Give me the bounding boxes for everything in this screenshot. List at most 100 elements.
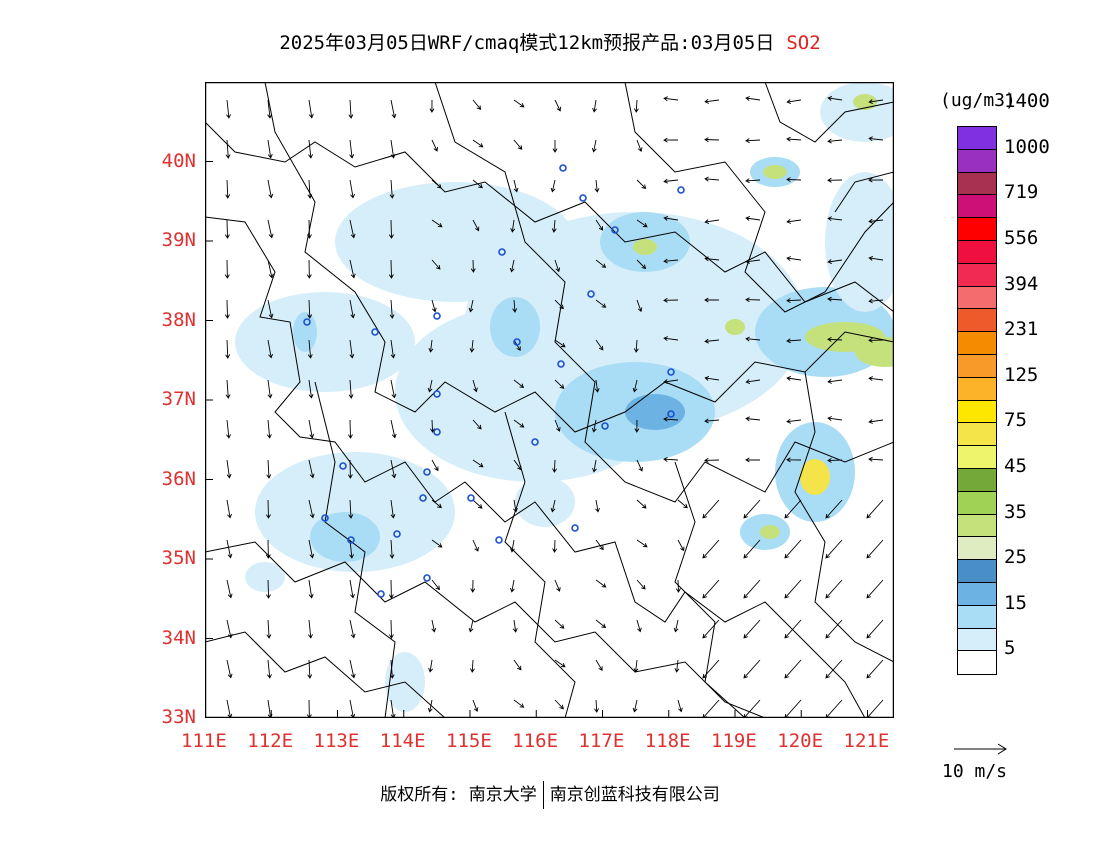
wind-arrow bbox=[226, 99, 232, 119]
colorbar bbox=[957, 126, 997, 676]
wind-arrow bbox=[431, 459, 439, 472]
station-marker bbox=[513, 338, 521, 346]
wind-arrow bbox=[868, 177, 884, 183]
wind-arrow bbox=[827, 259, 843, 265]
wind-arrow bbox=[389, 179, 395, 199]
wind-arrow bbox=[470, 579, 476, 593]
station-marker bbox=[677, 186, 685, 194]
wind-arrow bbox=[745, 336, 761, 342]
plume-area bbox=[853, 94, 877, 110]
wind-arrow bbox=[827, 138, 843, 144]
wind-arrow bbox=[663, 379, 679, 385]
wind-arrow bbox=[226, 659, 233, 679]
latitude-tick-label: 36N bbox=[161, 467, 196, 490]
wind-arrow bbox=[868, 376, 884, 382]
wind-arrow bbox=[472, 99, 482, 110]
station-marker bbox=[587, 290, 595, 298]
wind-arrow bbox=[552, 459, 557, 473]
wind-arrow bbox=[427, 699, 433, 713]
wind-arrow bbox=[226, 419, 232, 439]
wind-arrow bbox=[390, 99, 397, 119]
wind-arrow bbox=[663, 258, 679, 264]
wind-arrow bbox=[266, 459, 272, 479]
colorbar-segment bbox=[958, 605, 996, 629]
wind-arrow bbox=[702, 659, 720, 679]
wind-arrow bbox=[349, 259, 356, 279]
longitude-tick-label: 111E bbox=[181, 730, 227, 752]
station-marker bbox=[423, 468, 431, 476]
longitude-tick-label: 112E bbox=[247, 730, 294, 752]
colorbar-segment bbox=[958, 446, 996, 469]
wind-arrow bbox=[868, 136, 884, 142]
station-marker bbox=[371, 328, 379, 336]
plume-area bbox=[515, 477, 575, 527]
wind-arrow bbox=[663, 336, 679, 342]
wind-arrow bbox=[745, 258, 761, 264]
wind-arrow bbox=[267, 299, 274, 319]
wind-arrow bbox=[594, 179, 600, 193]
wind-arrow bbox=[431, 579, 440, 591]
latitude-tick-label: 39N bbox=[161, 229, 196, 251]
colorbar-segment bbox=[958, 514, 996, 538]
colorbar-segment bbox=[958, 309, 996, 333]
station-marker bbox=[377, 590, 385, 598]
station-marker bbox=[433, 312, 441, 320]
wind-arrow bbox=[390, 459, 397, 479]
station-marker bbox=[601, 422, 609, 430]
wind-arrow bbox=[704, 418, 720, 424]
wind-arrow bbox=[349, 659, 356, 679]
wind-arrow bbox=[226, 579, 233, 599]
wind-arrow bbox=[827, 337, 843, 342]
wind-arrow bbox=[472, 539, 479, 552]
wind-arrow bbox=[745, 297, 761, 303]
wind-arrow bbox=[636, 299, 643, 313]
wind-arrow bbox=[225, 379, 231, 399]
station-marker bbox=[419, 494, 427, 502]
vector-scale-label: 10 m/s bbox=[942, 761, 1008, 782]
wind-arrow bbox=[224, 299, 230, 319]
wind-arrow bbox=[266, 419, 272, 439]
wind-arrow bbox=[267, 659, 272, 679]
wind-arrow bbox=[866, 539, 884, 559]
wind-arrow bbox=[633, 659, 639, 673]
colorbar-segment bbox=[958, 172, 996, 196]
wind-arrow bbox=[786, 375, 802, 381]
wind-arrow bbox=[554, 99, 562, 112]
latitude-tick-label: 33N bbox=[161, 706, 196, 728]
wind-arrow bbox=[595, 259, 607, 268]
wind-arrow bbox=[745, 416, 761, 422]
wind-arrow bbox=[388, 579, 394, 599]
wind-arrow bbox=[307, 179, 313, 199]
wind-arrow bbox=[349, 339, 355, 359]
wind-arrow bbox=[472, 219, 480, 232]
colorbar-segment bbox=[958, 423, 996, 447]
wind-arrow bbox=[428, 339, 434, 353]
wind-arrow bbox=[675, 579, 681, 593]
wind-arrow bbox=[677, 699, 683, 713]
colorbar-segment bbox=[958, 628, 996, 652]
wind-arrow bbox=[513, 699, 525, 708]
wind-arrow bbox=[267, 219, 274, 239]
plume-area bbox=[763, 165, 787, 179]
wind-arrow bbox=[786, 99, 802, 105]
wind-arrow bbox=[225, 339, 231, 359]
wind-arrow bbox=[472, 419, 482, 430]
wind-arrow bbox=[745, 138, 761, 144]
wind-arrow bbox=[430, 419, 435, 433]
wind-arrow bbox=[348, 499, 354, 519]
wind-arrow bbox=[866, 619, 884, 639]
wind-arrow bbox=[390, 339, 396, 359]
longitude-tick-label: 118E bbox=[644, 730, 691, 752]
concentration-plumes bbox=[235, 82, 915, 712]
wind-arrow bbox=[745, 457, 761, 463]
wind-arrow bbox=[784, 539, 802, 559]
colorbar-level-label: 35 bbox=[1004, 500, 1027, 523]
wind-arrow bbox=[349, 299, 356, 319]
wind-arrow bbox=[663, 215, 679, 221]
wind-arrow bbox=[663, 178, 679, 184]
wind-arrow bbox=[390, 139, 396, 159]
latitude-tick-label: 34N bbox=[161, 626, 196, 649]
wind-arrow bbox=[267, 179, 274, 199]
colorbar-segment bbox=[958, 560, 996, 583]
wind-arrow bbox=[308, 139, 314, 159]
